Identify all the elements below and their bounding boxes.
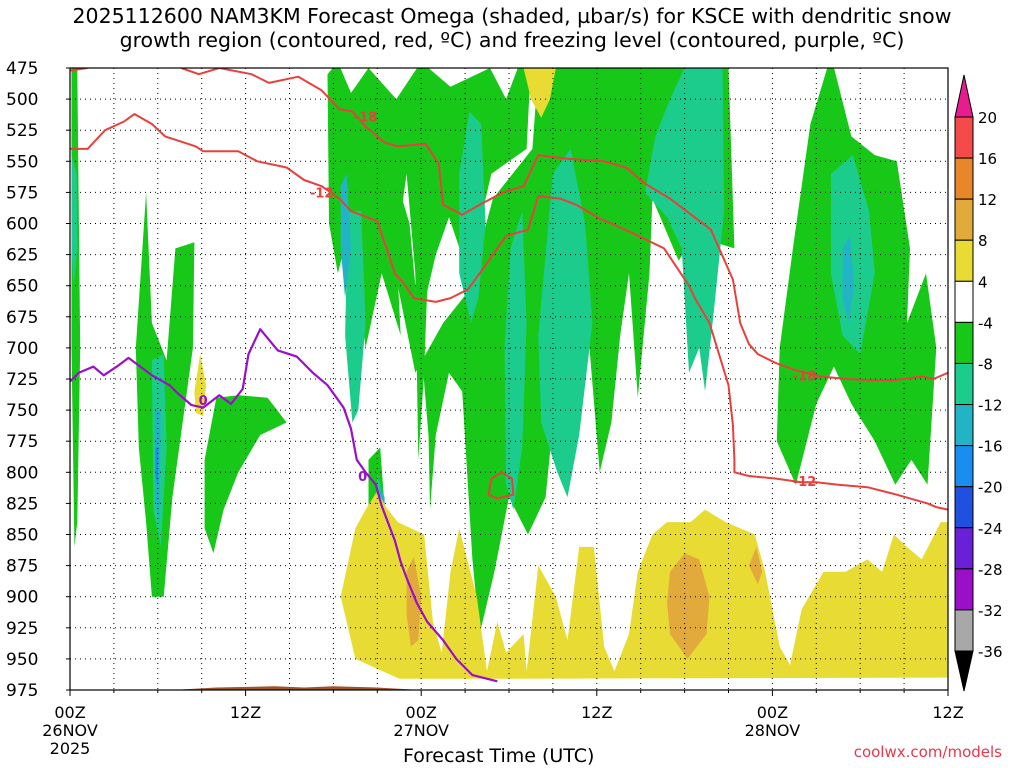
- dgz-contour-2: [70, 113, 948, 511]
- colorbar: 20 16 12 8 4 -4 -8 -12 -16 -20 -24 -28 -32 -36: [954, 74, 1003, 692]
- colorbar-bin-5: [954, 321, 974, 364]
- colorbar-label-6: -8: [978, 355, 993, 373]
- omega-region-25: [406, 556, 422, 647]
- x-tick-label-2: 00Z: [406, 703, 437, 722]
- y-tick-label-20: 975: [6, 681, 38, 701]
- colorbar-label-0: 20: [978, 109, 997, 127]
- chart-title-line1: 2025112600 NAM3KM Forecast Omega (shaded…: [72, 4, 952, 28]
- colorbar-under-triangle: [954, 650, 974, 692]
- contour-lines: [70, 68, 948, 683]
- colorbar-bin-7: [954, 404, 974, 447]
- dgz-contour-3: [487, 471, 515, 500]
- terrain-layer: [113, 686, 919, 690]
- omega-region-8: [538, 148, 593, 498]
- colorbar-label-12: -32: [978, 602, 1003, 620]
- y-tick-label-0: 475: [6, 59, 38, 79]
- y-tick-label-9: 700: [6, 339, 38, 359]
- x-tick-label-0: 00Z: [54, 703, 85, 722]
- colorbar-bin-11: [954, 568, 974, 611]
- y-tick-label-18: 925: [6, 619, 38, 639]
- y-axis: 475 500 525 550 575 600 625 650 675 700 725 750 775 8…: [6, 59, 70, 701]
- y-tick-label-5: 600: [6, 215, 38, 235]
- omega-region-16: [340, 173, 351, 299]
- omega-shading: [71, 68, 948, 679]
- y-tick-label-16: 875: [6, 557, 38, 577]
- colorbar-label-10: -24: [978, 520, 1003, 538]
- x-tick-label-5: 12Z: [932, 703, 963, 722]
- y-tick-label-1: 500: [6, 90, 38, 110]
- omega-region-23: [194, 354, 207, 417]
- omega-region-22: [340, 491, 948, 679]
- colorbar-label-7: -12: [978, 397, 1003, 415]
- freezing-label-1: 0: [358, 470, 367, 485]
- y-tick-label-8: 675: [6, 308, 38, 328]
- colorbar-bin-9: [954, 486, 974, 529]
- y-tick-label-11: 750: [6, 401, 38, 421]
- dgz-label-2: -18: [793, 369, 817, 384]
- omega-region-1: [135, 192, 195, 597]
- y-tick-label-4: 575: [6, 183, 38, 203]
- x-tick-date-2: 27NOV: [393, 721, 449, 740]
- chart-title-line2: growth region (contoured, red, ºC) and f…: [119, 28, 905, 52]
- omega-region-10: [459, 111, 486, 323]
- omega-region-2: [204, 395, 287, 554]
- colorbar-label-4: 4: [978, 273, 988, 291]
- y-tick-label-6: 625: [6, 246, 38, 266]
- x-tick-label-3: 12Z: [581, 703, 612, 722]
- colorbar-bin-1: [954, 157, 974, 200]
- omega-region-7: [645, 68, 725, 392]
- colorbar-label-11: -28: [978, 561, 1003, 579]
- chart-title: 2025112600 NAM3KM Forecast Omega (shaded…: [0, 4, 1024, 52]
- terrain-fill: [113, 686, 919, 690]
- omega-region-21: [155, 447, 159, 485]
- y-tick-label-15: 850: [6, 526, 38, 546]
- omega-region-11: [830, 155, 875, 355]
- colorbar-bin-6: [954, 362, 974, 406]
- colorbar-bin-10: [954, 527, 974, 570]
- y-tick-label-12: 775: [6, 432, 38, 452]
- y-tick-label-10: 725: [6, 370, 38, 390]
- colorbar-over-triangle: [954, 74, 974, 118]
- omega-region-14: [71, 155, 78, 286]
- colorbar-label-1: 16: [978, 150, 997, 168]
- y-tick-label-19: 950: [6, 650, 38, 670]
- x-axis-label: Forecast Time (UTC): [403, 745, 595, 767]
- contour-labels: -18 -12 -18 -12 0 0: [199, 111, 817, 490]
- x-tick-year-0: 2025: [50, 739, 91, 758]
- colorbar-bin-0: [954, 116, 974, 159]
- credit-text: coolwx.com/models: [853, 743, 1002, 761]
- y-tick-label-2: 525: [6, 121, 38, 141]
- x-tick-date-0: 26NOV: [42, 721, 98, 740]
- colorbar-bin-3: [954, 239, 974, 282]
- y-tick-label-14: 825: [6, 494, 38, 514]
- colorbar-bin-4: [954, 280, 974, 323]
- x-tick-date-4: 28NOV: [745, 721, 801, 740]
- x-tick-label-4: 00Z: [757, 703, 788, 722]
- colorbar-label-3: 8: [978, 232, 988, 250]
- colorbar-bin-8: [954, 445, 974, 488]
- x-tick-label-1: 12Z: [230, 703, 261, 722]
- y-tick-label-13: 800: [6, 463, 38, 483]
- dgz-contour-1: [180, 68, 948, 382]
- omega-region-26: [667, 553, 710, 659]
- y-tick-label-7: 650: [6, 277, 38, 297]
- y-tick-label-17: 900: [6, 588, 38, 608]
- colorbar-label-8: -16: [978, 438, 1003, 456]
- y-tick-label-3: 550: [6, 152, 38, 172]
- colorbar-label-9: -20: [978, 479, 1003, 497]
- dgz-label-3: -12: [793, 475, 817, 490]
- freezing-level-contour: [70, 328, 498, 683]
- dgz-label-1: -12: [310, 186, 334, 201]
- dgz-label-0: -18: [354, 111, 378, 126]
- colorbar-label-2: 12: [978, 191, 997, 209]
- omega-region-24: [523, 68, 556, 118]
- omega-region-17: [842, 235, 855, 323]
- colorbar-label-13: -36: [978, 643, 1003, 661]
- colorbar-bin-12: [954, 609, 974, 652]
- colorbar-bin-2: [954, 198, 974, 241]
- freezing-label-0: 0: [199, 394, 208, 409]
- colorbar-label-5: -4: [978, 314, 993, 332]
